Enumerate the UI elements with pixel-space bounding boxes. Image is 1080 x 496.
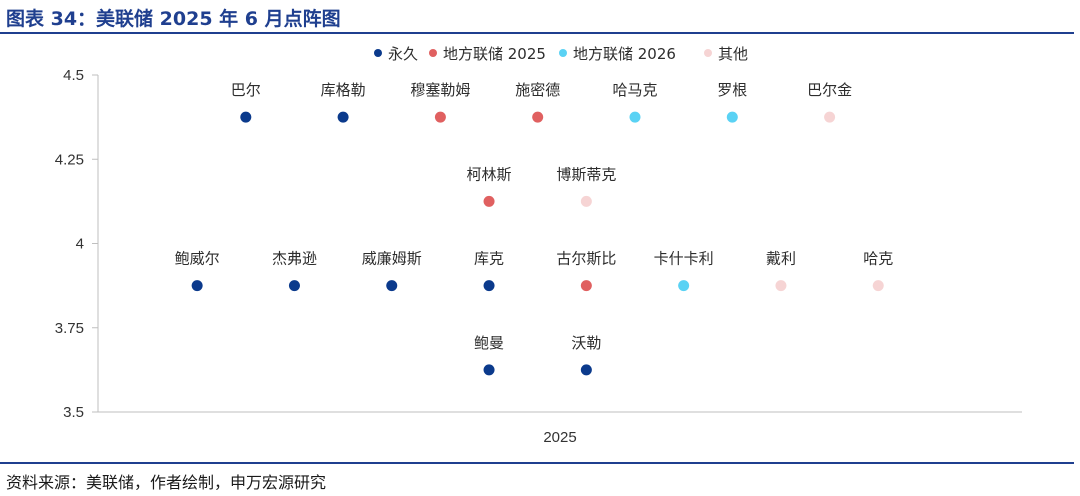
legend-label: 其他 bbox=[718, 45, 748, 63]
legend-label: 地方联储 2026 bbox=[573, 45, 676, 63]
dot-marker bbox=[483, 195, 495, 207]
y-tick-label: 3.5 bbox=[63, 404, 84, 421]
dot-marker bbox=[678, 280, 690, 292]
dot-marker bbox=[532, 111, 544, 123]
dot-label: 施密德 bbox=[515, 81, 560, 99]
dot-label: 鲍曼 bbox=[474, 334, 504, 352]
dot-marker bbox=[240, 111, 252, 123]
dot-label: 巴尔金 bbox=[807, 81, 852, 99]
dot-marker bbox=[483, 364, 495, 376]
dot-marker bbox=[775, 280, 787, 292]
dot-label: 博斯蒂克 bbox=[556, 165, 616, 183]
y-tick-label: 4.5 bbox=[63, 67, 84, 84]
dot-marker bbox=[580, 364, 592, 376]
dot-label: 杰弗逊 bbox=[272, 250, 317, 268]
dot-marker bbox=[824, 111, 836, 123]
dot-marker bbox=[386, 280, 398, 292]
dot-marker bbox=[288, 280, 300, 292]
dot-label: 戴利 bbox=[766, 250, 796, 268]
dot-label: 威廉姆斯 bbox=[362, 250, 422, 268]
dot-label: 哈克 bbox=[863, 250, 893, 268]
legend-marker bbox=[374, 49, 382, 57]
dot-marker bbox=[337, 111, 349, 123]
y-tick-label: 3.75 bbox=[55, 320, 84, 337]
dot-marker bbox=[629, 111, 641, 123]
dot-marker bbox=[434, 111, 446, 123]
dot-label: 鲍威尔 bbox=[175, 250, 220, 268]
dot-label: 古尔斯比 bbox=[556, 250, 616, 268]
legend-label: 地方联储 2025 bbox=[443, 45, 546, 63]
dot-label: 罗根 bbox=[717, 81, 747, 99]
dot-label: 卡什卡利 bbox=[654, 250, 714, 268]
y-tick-label: 4.25 bbox=[55, 151, 84, 168]
y-tick-label: 4 bbox=[76, 236, 84, 253]
top-rule bbox=[0, 32, 1074, 34]
dot-label: 穆塞勒姆 bbox=[410, 81, 470, 99]
legend-marker bbox=[429, 49, 437, 57]
legend-label: 永久 bbox=[388, 45, 418, 63]
dot-label: 沃勒 bbox=[571, 334, 601, 352]
source-note: 资料来源：美联储，作者绘制，申万宏源研究 bbox=[6, 473, 327, 492]
dot-marker bbox=[483, 280, 495, 292]
dot-marker bbox=[580, 195, 592, 207]
dot-plot-chart: 永久 地方联储 2025 地方联储 2026 其他 3.5 3.75 4 4.25 4.5 20… bbox=[55, 45, 1022, 446]
legend-marker bbox=[559, 49, 567, 57]
dot-label: 库克 bbox=[474, 250, 504, 268]
dot-label: 哈马克 bbox=[612, 81, 657, 99]
dot-marker bbox=[726, 111, 738, 123]
dot-label: 巴尔 bbox=[231, 81, 261, 99]
dot-marker bbox=[191, 280, 203, 292]
x-tick-label: 2025 bbox=[543, 429, 576, 446]
dot-label: 库格勒 bbox=[321, 81, 366, 99]
chart-axes: 3.5 3.75 4 4.25 4.5 2025 bbox=[55, 67, 1022, 446]
dot-label: 柯林斯 bbox=[467, 165, 512, 183]
figure-title: 图表 34：美联储 2025 年 6 月点阵图 bbox=[6, 8, 341, 30]
chart-legend: 永久 地方联储 2025 地方联储 2026 其他 bbox=[374, 45, 748, 63]
dot-marker bbox=[580, 280, 592, 292]
bottom-rule bbox=[0, 462, 1074, 464]
legend-marker bbox=[704, 49, 712, 57]
dot-marker bbox=[872, 280, 884, 292]
